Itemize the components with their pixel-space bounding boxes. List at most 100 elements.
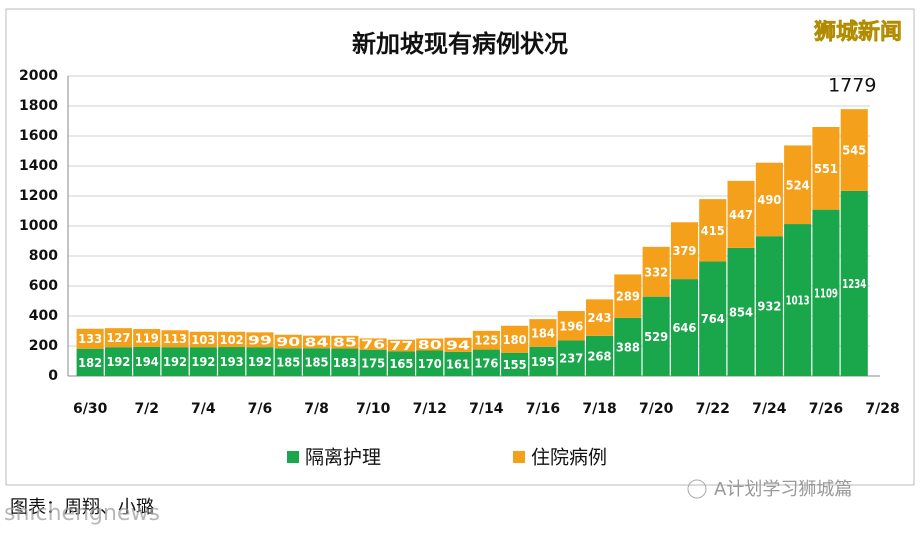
x-tick-label: 7/4 — [191, 401, 216, 417]
value-label: 192 — [191, 355, 215, 369]
value-label: 932 — [757, 300, 781, 314]
value-label: 183 — [333, 356, 357, 370]
value-label: 77 — [389, 339, 413, 353]
bar-segment — [614, 274, 642, 318]
value-label: 90 — [276, 335, 300, 349]
watermark: 狮城新闻 — [814, 19, 902, 45]
value-label: 192 — [248, 355, 272, 369]
value-label: 388 — [616, 340, 640, 354]
bar-segment — [161, 347, 189, 376]
bar-segment — [104, 347, 132, 376]
legend-label: 住院病例 — [531, 447, 607, 469]
value-label: 415 — [701, 224, 725, 238]
bar-segment — [642, 246, 670, 297]
x-tick-label: 7/28 — [865, 401, 899, 417]
value-label: 192 — [106, 355, 130, 369]
bar-segment — [359, 349, 387, 376]
bar-segment — [727, 247, 755, 376]
bar-segment — [246, 332, 274, 348]
value-label: 237 — [559, 352, 583, 366]
bar-segment — [161, 330, 189, 348]
x-tick-label: 7/6 — [248, 401, 273, 417]
value-label: 854 — [729, 305, 753, 319]
y-tick-label: 800 — [29, 248, 58, 264]
bar-segment — [444, 337, 472, 352]
value-label: 99 — [248, 333, 272, 347]
y-tick-label: 0 — [48, 368, 58, 384]
value-label: 196 — [559, 319, 583, 333]
x-tick-label: 7/18 — [582, 401, 616, 417]
bar-segment — [614, 317, 642, 376]
x-tick-label: 7/12 — [413, 401, 447, 417]
value-label: 102 — [220, 333, 244, 347]
value-label: 524 — [786, 178, 810, 192]
x-tick-label: 7/10 — [356, 401, 391, 417]
x-tick-label: 7/24 — [752, 401, 787, 417]
value-label: 551 — [814, 162, 838, 176]
value-label: 185 — [276, 356, 300, 370]
legend-swatch — [513, 451, 525, 463]
bar-segment — [218, 347, 246, 376]
site-watermark: shichengnews — [4, 501, 160, 526]
bar-segment — [529, 319, 557, 347]
y-tick-label: 600 — [29, 278, 58, 294]
bar-segment — [670, 279, 698, 376]
value-label: 170 — [418, 357, 442, 371]
value-label: 76 — [361, 338, 385, 352]
bar-segment — [755, 162, 783, 237]
bar-segment — [274, 334, 302, 349]
value-label: 1234 — [842, 277, 866, 291]
value-label: 175 — [361, 356, 385, 370]
value-label: 447 — [729, 208, 753, 222]
value-label: 268 — [588, 349, 612, 363]
chart-title: 新加坡现有病例状况 — [352, 30, 568, 58]
value-label: 185 — [305, 356, 329, 370]
bar-segment — [472, 349, 500, 376]
credit: 图表：周翔、小璐 — [10, 497, 154, 518]
x-tick-label: 7/26 — [809, 401, 843, 417]
value-label: 133 — [78, 332, 102, 346]
y-tick-label: 200 — [29, 338, 58, 354]
bar-segment — [416, 350, 444, 376]
value-label: 646 — [672, 321, 696, 335]
value-label: 165 — [389, 357, 413, 371]
bar-segment — [727, 180, 755, 248]
value-label: 182 — [78, 356, 102, 370]
bar-segment — [529, 346, 557, 376]
value-label: 184 — [531, 326, 555, 340]
value-label: 113 — [163, 332, 187, 346]
value-label: 103 — [191, 333, 215, 347]
x-tick-label: 7/8 — [304, 401, 329, 417]
bar-segment — [812, 127, 840, 210]
x-tick-label: 7/20 — [639, 401, 674, 417]
bar-segment — [387, 351, 415, 376]
bar-segment — [218, 331, 246, 348]
x-tick-label: 6/30 — [73, 401, 108, 417]
bar-segment — [586, 299, 614, 336]
value-label: 125 — [474, 334, 498, 348]
bar-segment — [755, 236, 783, 376]
bar-segment — [189, 331, 217, 348]
bar-segment — [76, 328, 104, 349]
bar-segment — [303, 335, 331, 349]
bar-segment — [104, 328, 132, 348]
x-tick-label: 7/16 — [526, 401, 560, 417]
value-label: 176 — [474, 356, 498, 370]
value-label: 127 — [106, 331, 130, 345]
bar-segment — [76, 348, 104, 376]
value-label: 85 — [333, 336, 357, 350]
bar-segment — [642, 296, 670, 376]
value-label: 529 — [644, 330, 668, 344]
bar-segment — [444, 351, 472, 376]
bar-segment — [274, 348, 302, 376]
value-label: 180 — [503, 333, 527, 347]
bar-segment — [501, 352, 529, 376]
bar-segment — [246, 347, 274, 376]
value-label: 379 — [672, 244, 696, 258]
bar-segment — [359, 338, 387, 350]
bar-segment — [557, 311, 585, 341]
value-label: 195 — [531, 355, 555, 369]
legend-swatch — [287, 451, 299, 463]
